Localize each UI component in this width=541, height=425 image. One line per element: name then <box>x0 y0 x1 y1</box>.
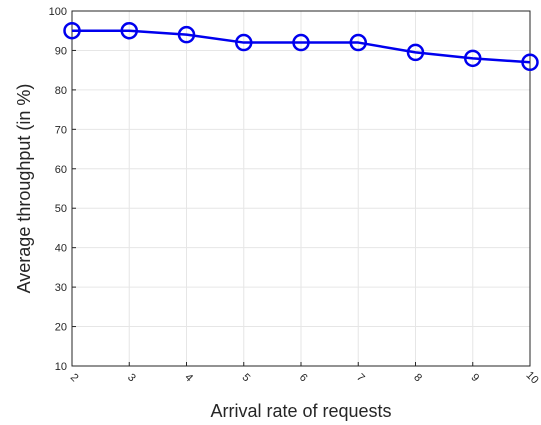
y-tick-label: 80 <box>55 85 67 97</box>
data-point-marker <box>177 25 196 44</box>
x-tick-label: 5 <box>239 371 252 384</box>
y-tick-label: 100 <box>49 6 67 18</box>
series-line <box>72 29 531 64</box>
x-tick-label: 2 <box>68 371 81 384</box>
data-point-marker <box>235 33 253 52</box>
data-point-marker <box>521 53 539 72</box>
y-tick-label: 20 <box>55 322 67 334</box>
data-point-marker <box>63 21 81 40</box>
x-tick-label: 7 <box>354 371 367 384</box>
y-tick-label: 90 <box>55 45 67 57</box>
data-point-marker <box>464 49 482 68</box>
data-series <box>63 21 539 72</box>
x-tick-label: 8 <box>411 371 424 384</box>
x-tick-label: 6 <box>297 371 310 384</box>
x-tick-label: 9 <box>468 371 481 384</box>
x-axis-label: Arrival rate of requests <box>210 401 391 421</box>
grid-lines <box>71 10 531 367</box>
y-tick-label: 60 <box>55 164 67 176</box>
y-tick-label: 50 <box>55 203 67 215</box>
x-tick-label: 4 <box>182 371 195 384</box>
y-tick-label: 40 <box>55 243 67 255</box>
y-tick-label: 10 <box>55 361 67 373</box>
data-point-marker <box>120 21 138 40</box>
y-tick-label: 70 <box>55 124 67 136</box>
y-tick-label: 30 <box>55 282 67 294</box>
x-tick-label: 3 <box>125 371 138 384</box>
y-axis-label: Average throughput (in %) <box>14 84 34 294</box>
data-point-marker <box>292 33 310 52</box>
data-point-marker <box>349 33 367 52</box>
x-tick-label: 10 <box>524 369 541 386</box>
data-point-marker <box>406 43 425 62</box>
